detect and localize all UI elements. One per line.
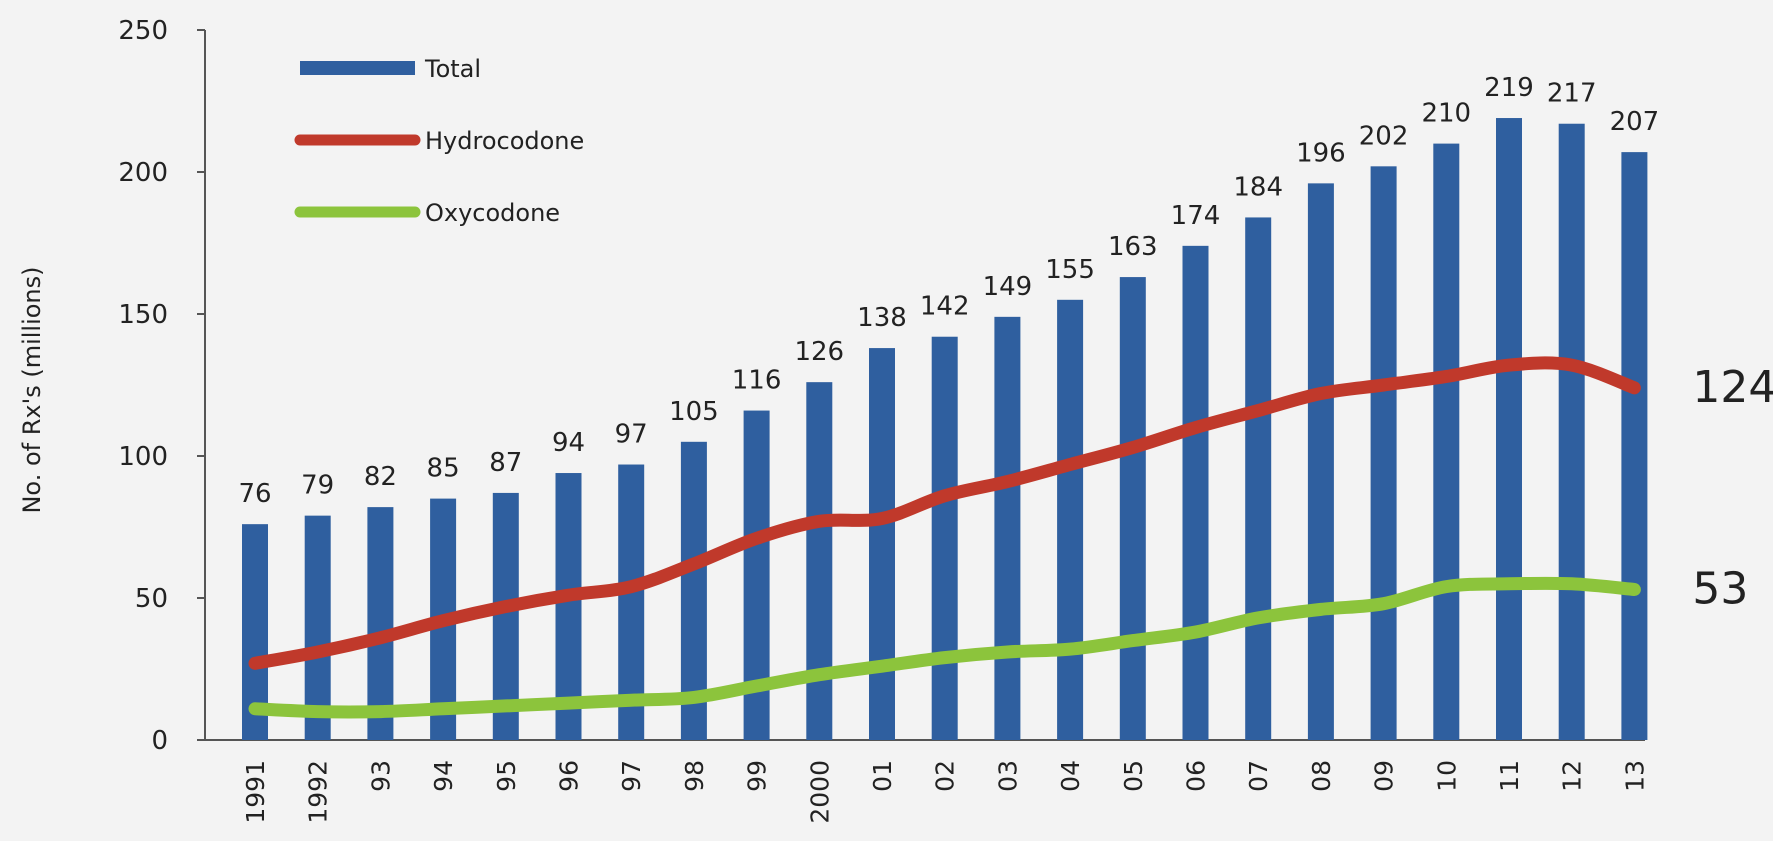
bar — [1182, 245, 1209, 740]
y-tick-label: 250 — [118, 16, 168, 46]
bar-data-label: 207 — [1610, 107, 1660, 137]
y-tick-label: 200 — [118, 158, 168, 188]
bar-data-label: 79 — [301, 471, 334, 501]
bar-data-label: 184 — [1233, 172, 1283, 202]
bar — [1621, 152, 1648, 740]
bar-data-label: 94 — [552, 428, 585, 458]
hydrocodone-end-label: 124 — [1692, 362, 1773, 413]
x-tick-label: 10 — [1432, 760, 1461, 792]
data-labels: 76 79 82 85 87 94 97 105 116 126 138 142 149 155 163 17… — [238, 73, 1773, 614]
x-tick-label: 06 — [1182, 760, 1211, 792]
x-tick-label: 11 — [1495, 760, 1524, 792]
x-tick-label: 13 — [1620, 760, 1649, 792]
bar — [994, 316, 1021, 740]
bar-data-label: 202 — [1359, 121, 1409, 151]
x-tick-label: 08 — [1307, 760, 1336, 792]
y-tick-label: 100 — [118, 442, 168, 472]
bar — [1370, 166, 1397, 740]
x-tick-label: 04 — [1056, 760, 1085, 792]
oxycodone-line — [248, 576, 1641, 719]
bar — [1433, 143, 1460, 741]
oxycodone-end-label: 53 — [1692, 563, 1748, 614]
bars — [242, 118, 1648, 741]
bar — [1119, 277, 1146, 740]
lines — [248, 356, 1641, 719]
y-tick-label: 150 — [118, 300, 168, 330]
x-ticks: 1991 1992 93 94 95 96 97 98 99 2000 01 02 03 04 05 06 07… — [241, 760, 1649, 824]
bar-data-label: 142 — [920, 292, 970, 322]
y-tick-label: 50 — [135, 584, 168, 614]
x-tick-label: 12 — [1558, 760, 1587, 792]
bar — [1057, 299, 1084, 740]
bar-data-label: 87 — [489, 448, 522, 478]
x-tick-label: 95 — [492, 760, 521, 792]
bar-data-label: 97 — [615, 420, 648, 450]
bar — [304, 515, 331, 740]
x-tick-label: 94 — [429, 760, 458, 792]
bar-data-label: 163 — [1108, 232, 1158, 262]
bar-data-label: 126 — [794, 337, 844, 367]
bar-data-label: 116 — [732, 366, 782, 396]
bar — [1558, 123, 1585, 741]
x-tick-label: 2000 — [805, 760, 834, 824]
bar — [555, 473, 582, 740]
x-tick-label: 05 — [1119, 760, 1148, 792]
x-tick-label: 93 — [366, 760, 395, 792]
legend-total-label: Total — [424, 55, 481, 83]
x-tick-label: 98 — [680, 760, 709, 792]
bar — [367, 507, 394, 740]
bar — [931, 336, 958, 740]
hydrocodone-line — [248, 356, 1641, 670]
bar-data-label: 105 — [669, 397, 719, 427]
bar — [1496, 118, 1522, 741]
bar-data-label: 219 — [1484, 73, 1534, 103]
y-axis-label: No. of Rx's (millions) — [18, 266, 46, 513]
bar-data-label: 210 — [1421, 99, 1471, 129]
x-tick-label: 97 — [617, 760, 646, 792]
x-tick-label: 96 — [555, 760, 584, 792]
bar-data-label: 82 — [364, 462, 397, 492]
legend-hydrocodone-label: Hydrocodone — [425, 127, 584, 155]
bar-data-label: 174 — [1171, 201, 1221, 231]
bar-data-label: 217 — [1547, 79, 1597, 109]
x-tick-label: 07 — [1244, 760, 1273, 792]
bar-data-label: 76 — [238, 479, 271, 509]
x-tick-label: 1992 — [304, 760, 333, 824]
bar-data-label: 155 — [1045, 255, 1095, 285]
bar — [1307, 183, 1334, 741]
bar — [806, 382, 833, 740]
y-ticks: 0 50 100 150 200 250 — [118, 16, 205, 756]
bar-data-label: 85 — [427, 454, 460, 484]
bar — [869, 348, 895, 740]
legend-oxycodone-label: Oxycodone — [425, 199, 560, 227]
bar-data-label: 149 — [983, 272, 1033, 302]
x-tick-label: 1991 — [241, 760, 270, 824]
x-tick-label: 99 — [743, 760, 772, 792]
legend: Total Hydrocodone Oxycodone — [294, 55, 584, 227]
bar — [1245, 217, 1272, 740]
legend-total-swatch — [300, 61, 415, 75]
x-tick-label: 03 — [993, 760, 1022, 792]
bar-data-label: 196 — [1296, 138, 1346, 168]
bar — [492, 492, 519, 740]
bar-data-label: 138 — [857, 303, 907, 333]
y-tick-label: 0 — [151, 726, 168, 756]
x-tick-label: 02 — [931, 760, 960, 792]
x-tick-label: 09 — [1370, 760, 1399, 792]
x-tick-label: 01 — [868, 760, 897, 792]
